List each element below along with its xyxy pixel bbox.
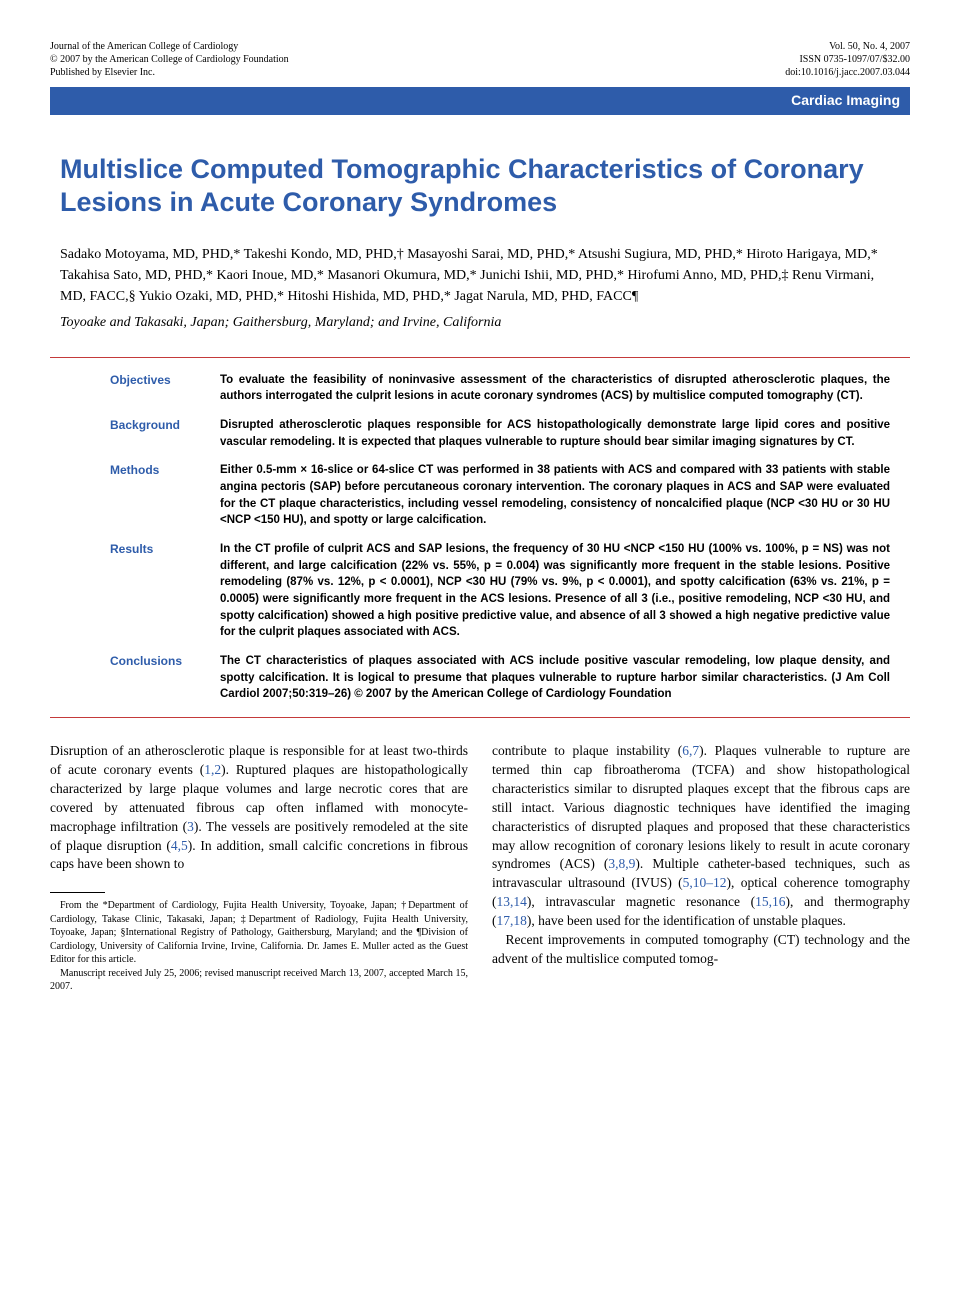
authors-list: Sadako Motoyama, MD, PHD,* Takeshi Kondo… (60, 244, 900, 307)
issn-line: ISSN 0735-1097/07/$32.00 (785, 53, 910, 66)
abstract-label: Methods (110, 462, 220, 529)
citation-link[interactable]: 3 (187, 819, 194, 834)
publisher-line: Published by Elsevier Inc. (50, 66, 289, 79)
body-column-left: Disruption of an atherosclerotic plaque … (50, 742, 468, 994)
header-right: Vol. 50, No. 4, 2007 ISSN 0735-1097/07/$… (785, 40, 910, 79)
citation-link[interactable]: 4,5 (171, 838, 188, 853)
author-footnote: From the *Department of Cardiology, Fuji… (50, 899, 468, 967)
abstract-text: Either 0.5-mm × 16-slice or 64-slice CT … (220, 462, 910, 529)
body-column-right: contribute to plaque instability (6,7). … (492, 742, 910, 994)
body-columns: Disruption of an atherosclerotic plaque … (50, 742, 910, 994)
structured-abstract: Objectives To evaluate the feasibility o… (50, 357, 910, 718)
citation-link[interactable]: 15,16 (755, 894, 785, 909)
category-bar: Cardiac Imaging (50, 87, 910, 115)
citation-link[interactable]: 1,2 (204, 762, 221, 777)
article-title: Multislice Computed Tomographic Characte… (60, 153, 900, 221)
affiliations: Toyoake and Takasaki, Japan; Gaithersbur… (60, 313, 900, 333)
manuscript-dates: Manuscript received July 25, 2006; revis… (50, 967, 468, 994)
abstract-label: Background (110, 417, 220, 450)
abstract-conclusions: Conclusions The CT characteristics of pl… (110, 653, 910, 703)
body-paragraph: contribute to plaque instability (6,7). … (492, 742, 910, 931)
body-paragraph: Recent improvements in computed tomograp… (492, 931, 910, 969)
running-header: Journal of the American College of Cardi… (50, 40, 910, 79)
abstract-background: Background Disrupted atherosclerotic pla… (110, 417, 910, 450)
citation-link[interactable]: 6,7 (682, 743, 699, 758)
citation-link[interactable]: 3,8,9 (608, 856, 635, 871)
copyright-line: © 2007 by the American College of Cardio… (50, 53, 289, 66)
abstract-text: Disrupted atherosclerotic plaques respon… (220, 417, 910, 450)
abstract-objectives: Objectives To evaluate the feasibility o… (110, 372, 910, 405)
abstract-methods: Methods Either 0.5-mm × 16-slice or 64-s… (110, 462, 910, 529)
citation-link[interactable]: 17,18 (497, 913, 527, 928)
citation-link[interactable]: 13,14 (497, 894, 527, 909)
abstract-text: The CT characteristics of plaques associ… (220, 653, 910, 703)
doi-line: doi:10.1016/j.jacc.2007.03.044 (785, 66, 910, 79)
header-left: Journal of the American College of Cardi… (50, 40, 289, 79)
abstract-text: To evaluate the feasibility of noninvasi… (220, 372, 910, 405)
abstract-results: Results In the CT profile of culprit ACS… (110, 541, 910, 641)
citation-link[interactable]: 5,10–12 (683, 875, 727, 890)
abstract-label: Conclusions (110, 653, 220, 703)
volume-line: Vol. 50, No. 4, 2007 (785, 40, 910, 53)
title-block: Multislice Computed Tomographic Characte… (50, 153, 910, 333)
journal-name: Journal of the American College of Cardi… (50, 40, 289, 53)
footnote-separator (50, 892, 105, 893)
body-paragraph: Disruption of an atherosclerotic plaque … (50, 742, 468, 874)
abstract-label: Results (110, 541, 220, 641)
abstract-text: In the CT profile of culprit ACS and SAP… (220, 541, 910, 641)
abstract-label: Objectives (110, 372, 220, 405)
